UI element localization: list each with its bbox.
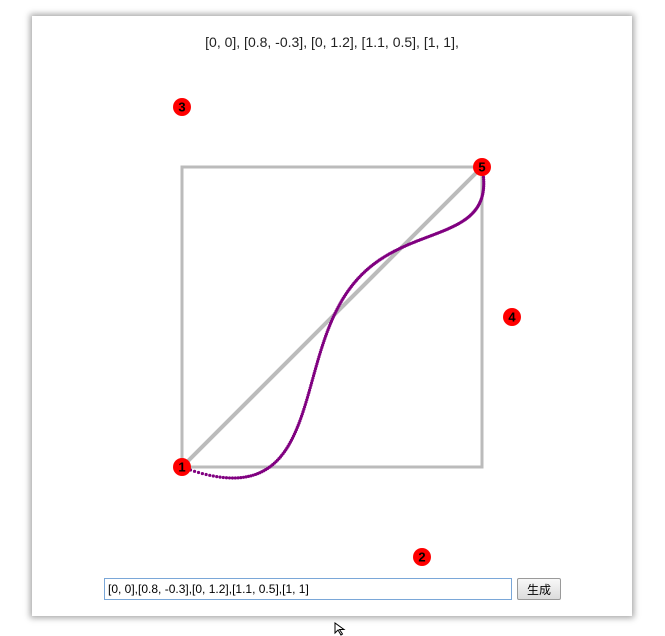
curve-dot xyxy=(208,473,212,477)
control-point-label: 5 xyxy=(478,160,485,175)
curve-dot xyxy=(307,388,312,392)
curve-dot xyxy=(308,386,312,390)
curve-dot xyxy=(230,476,235,480)
curve-dot xyxy=(239,476,243,480)
control-point-4[interactable]: 4 xyxy=(503,308,521,326)
curve-dot xyxy=(224,476,229,480)
curve-dot xyxy=(236,476,240,480)
control-point-1[interactable]: 1 xyxy=(173,458,191,476)
generate-button[interactable]: 生成 xyxy=(517,578,561,600)
control-point-marker xyxy=(503,308,521,326)
curve-dot xyxy=(211,474,215,478)
curve-dot xyxy=(306,393,310,397)
curve-dot xyxy=(215,475,219,479)
bezier-canvas: 1 2 3 4 5 xyxy=(173,98,521,566)
curve-dot xyxy=(218,475,222,479)
control-point-marker xyxy=(173,98,191,116)
curve-dot xyxy=(311,376,315,380)
control-point-label: 4 xyxy=(508,310,516,325)
curve-dot xyxy=(244,475,248,479)
control-point-label: 3 xyxy=(178,100,185,115)
curve-dot xyxy=(482,177,486,182)
curve-dot xyxy=(307,391,311,395)
control-point-marker xyxy=(173,458,191,476)
control-point-marker xyxy=(473,158,491,176)
curve-dot xyxy=(196,470,201,475)
control-point-3[interactable]: 3 xyxy=(173,98,191,116)
curve-dot xyxy=(310,378,314,383)
control-point-5[interactable]: 5 xyxy=(473,158,491,176)
points-display: [0, 0], [0.8, -0.3], [0, 1.2], [1.1, 0.5… xyxy=(205,34,459,50)
curve-dot xyxy=(311,374,316,378)
curve-dot xyxy=(309,383,313,387)
curve-dot xyxy=(227,476,232,480)
unit-square xyxy=(180,165,484,469)
control-point-label: 1 xyxy=(178,460,185,475)
curve-dot xyxy=(241,475,246,479)
curve-dot xyxy=(233,476,237,480)
curve-dot xyxy=(192,469,197,473)
curve-dot xyxy=(482,180,486,184)
curve-dot xyxy=(246,474,251,479)
curve-dot xyxy=(309,381,314,385)
control-point-marker xyxy=(413,548,431,566)
control-points: 1 2 3 4 5 xyxy=(173,98,521,566)
control-point-label: 2 xyxy=(418,550,425,565)
points-input[interactable] xyxy=(104,578,512,600)
curve-dot xyxy=(200,471,204,476)
app-window: [0, 0], [0.8, -0.3], [0, 1.2], [1.1, 0.5… xyxy=(32,16,632,616)
bezier-curve xyxy=(180,165,486,480)
curve-dot xyxy=(204,472,208,477)
control-point-2[interactable]: 2 xyxy=(413,548,431,566)
curve-dot xyxy=(482,182,486,186)
curve-dot xyxy=(481,175,486,179)
curve-dot xyxy=(221,475,225,480)
